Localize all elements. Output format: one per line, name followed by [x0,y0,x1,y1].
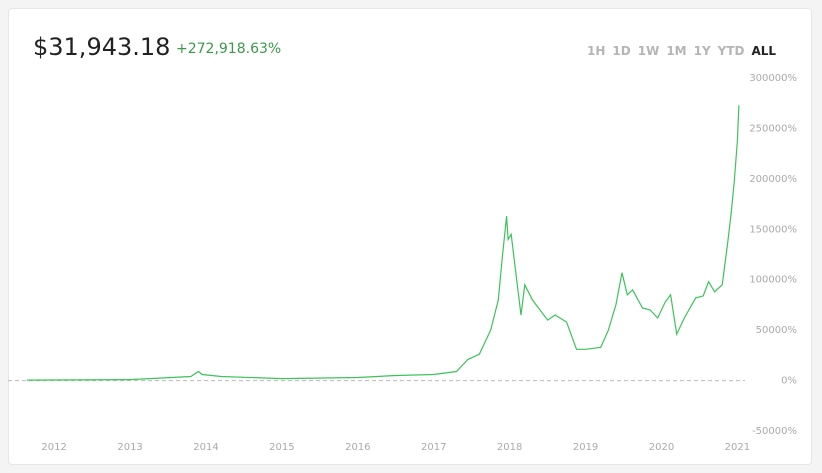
range-button[interactable]: 1D [612,44,631,58]
x-tick-label: 2021 [725,442,750,453]
price: $31,943.18 [33,33,171,61]
range-button[interactable]: ALL [751,44,777,58]
y-tick-label: 250000% [749,123,797,134]
price-line [26,105,740,381]
y-tick-label: 300000% [749,73,797,84]
x-tick-label: 2012 [41,442,66,453]
x-tick-label: 2013 [117,442,142,453]
x-tick-label: 2017 [421,442,446,453]
range-button[interactable]: YTD [717,44,745,58]
y-tick-label: 150000% [749,224,797,235]
x-tick-label: 2018 [497,442,522,453]
y-tick-label: 200000% [749,174,797,185]
range-button[interactable]: 1Y [693,44,711,58]
range-button[interactable]: 1M [666,44,687,58]
y-tick-label: -50000% [752,426,797,437]
range-selector: 1H 1D 1W 1M 1Y YTD ALL [587,44,783,58]
card: $31,943.18 +272,918.63% 1H 1D 1W 1M 1Y YTD ALL [8,8,812,465]
range-button[interactable]: 1W [637,44,660,58]
y-tick-label: 0% [781,376,797,387]
x-tick-label: 2020 [649,442,674,453]
y-tick-label: 100000% [749,275,797,286]
x-tick-label: 2016 [345,442,370,453]
change: +272,918.63% [176,41,282,57]
x-tick-label: 2015 [269,442,294,453]
range-button[interactable]: 1H [587,44,606,58]
y-tick-label: 50000% [756,325,797,336]
x-tick-label: 2014 [193,442,218,453]
x-tick-label: 2019 [573,442,598,453]
